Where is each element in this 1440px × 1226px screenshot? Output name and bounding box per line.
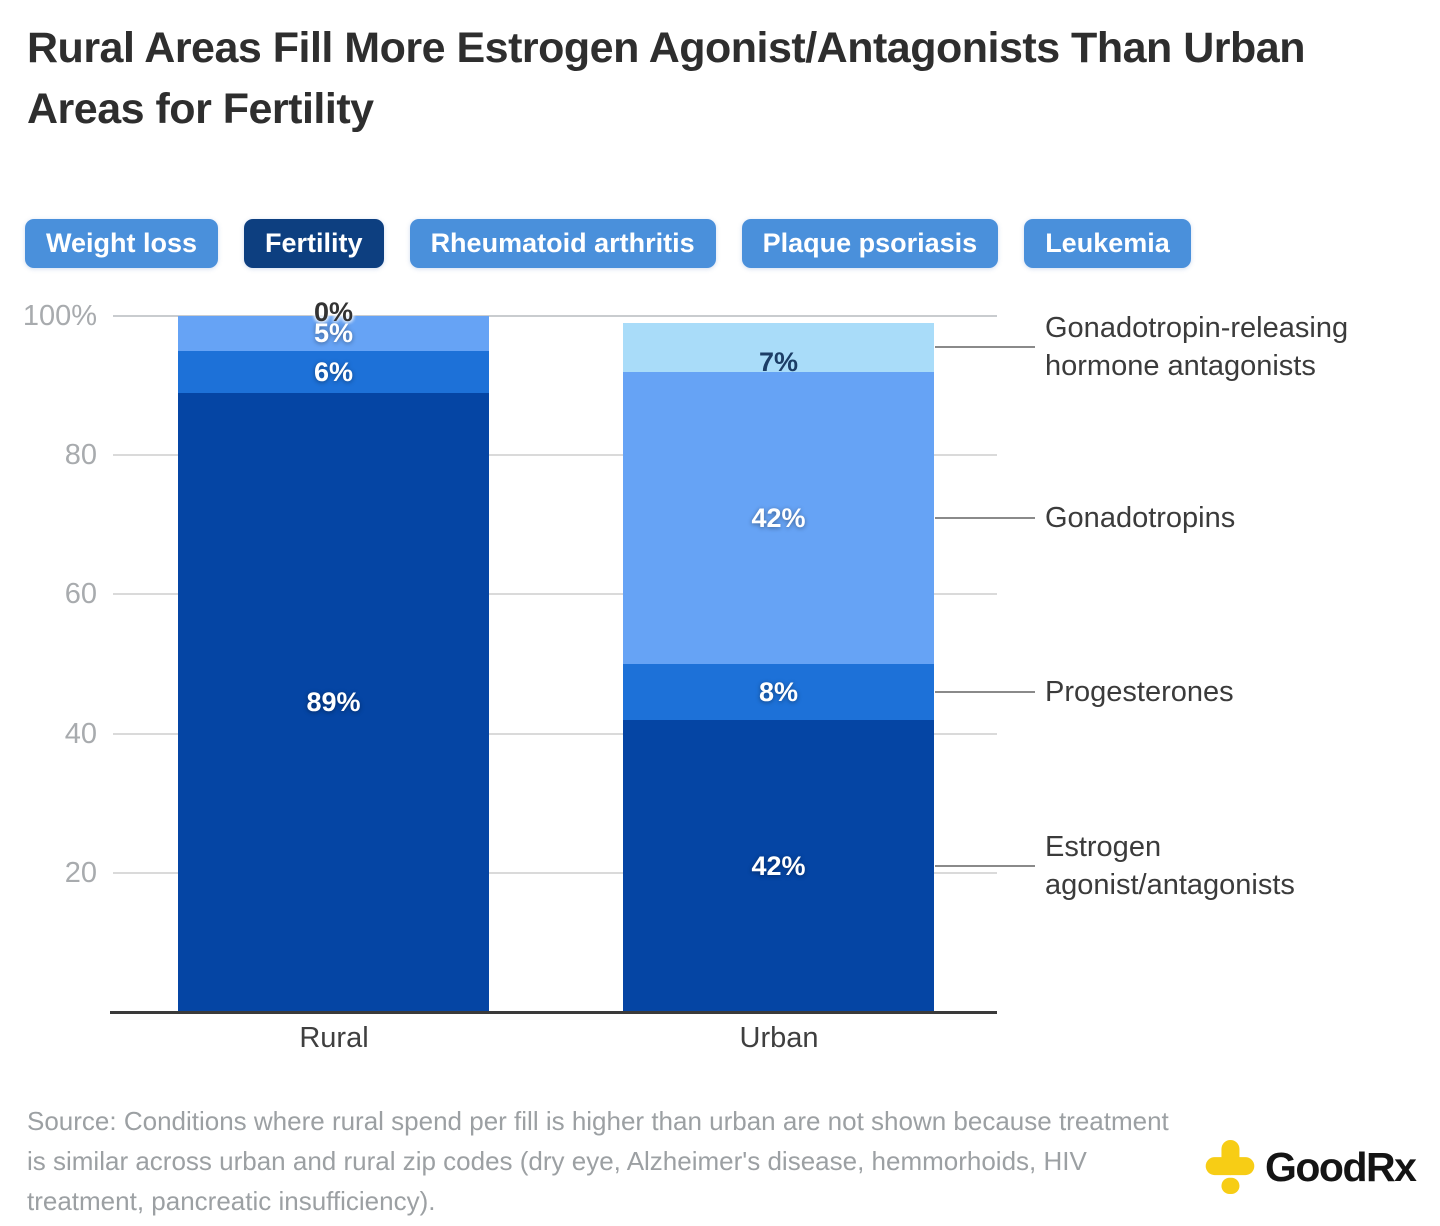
bar-segment-rural: 5% xyxy=(178,316,489,351)
x-axis-label: Rural xyxy=(299,1022,369,1054)
gridline xyxy=(113,871,997,874)
tab-fertility[interactable]: Fertility xyxy=(244,219,384,268)
bar-segment-rural: 6% xyxy=(178,350,489,393)
legend-connector-line xyxy=(935,516,1035,519)
bar-segment-label: 89% xyxy=(306,687,361,718)
legend-connector-line xyxy=(935,864,1035,867)
chart-title: Rural Areas Fill More Estrogen Agonist/A… xyxy=(27,24,1305,133)
legend-connector-line xyxy=(935,690,1035,693)
legend-label: Gonadotropin-releasing hormone antagonis… xyxy=(1045,312,1349,383)
y-axis-tick-label: 100% xyxy=(22,300,97,332)
bar-segment-label: 6% xyxy=(313,356,354,387)
source-note: Source: Conditions where rural spend per… xyxy=(27,1106,1169,1216)
goodrx-cross-icon xyxy=(1205,1140,1255,1194)
legend-label: Progesterones xyxy=(1045,675,1234,708)
x-axis-label: Urban xyxy=(739,1022,819,1054)
gridline xyxy=(113,315,997,317)
tab-rheumatoid-arthritis[interactable]: Rheumatoid arthritis xyxy=(409,219,716,268)
bar-zero-label: 0% xyxy=(313,297,354,327)
bar-segment-rural: 89% xyxy=(178,392,489,1012)
tab-leukemia[interactable]: Leukemia xyxy=(1024,219,1191,268)
bar-segment-label: 5% xyxy=(313,318,354,349)
gridline xyxy=(113,732,997,735)
goodrx-logo-text: GoodRx xyxy=(1265,1143,1417,1190)
bar-segment-urban: 42% xyxy=(623,719,934,1012)
tab-weight-loss[interactable]: Weight loss xyxy=(25,219,219,268)
bar-segment-urban: 8% xyxy=(623,664,934,720)
legend-connector-line xyxy=(935,346,1035,349)
y-axis-tick-label: 60 xyxy=(64,578,97,611)
gridline xyxy=(113,454,997,457)
bar-segment-urban: 42% xyxy=(623,371,934,664)
goodrx-logo: GoodRx xyxy=(1203,1136,1417,1198)
bar-segment-urban: 7% xyxy=(623,322,934,377)
gridline xyxy=(113,593,997,596)
y-axis-tick-label: 20 xyxy=(64,856,97,889)
bar-segment-label: 42% xyxy=(751,850,806,881)
legend-label: Gonadotropins xyxy=(1045,501,1236,534)
bar-segment-label: 42% xyxy=(751,502,806,533)
tab-plaque-psoriasis[interactable]: Plaque psoriasis xyxy=(741,219,999,268)
condition-tabs: Weight loss Fertility Rheumatoid arthritis… xyxy=(25,219,1191,268)
x-axis-line xyxy=(110,1011,997,1014)
y-axis-tick-label: 40 xyxy=(64,717,97,750)
legend-label: Estrogen agonist/antagonists xyxy=(1045,830,1295,901)
bar-segment-label: 7% xyxy=(758,347,799,378)
y-axis-tick-label: 80 xyxy=(64,439,97,472)
bar-segment-label: 8% xyxy=(758,676,799,707)
